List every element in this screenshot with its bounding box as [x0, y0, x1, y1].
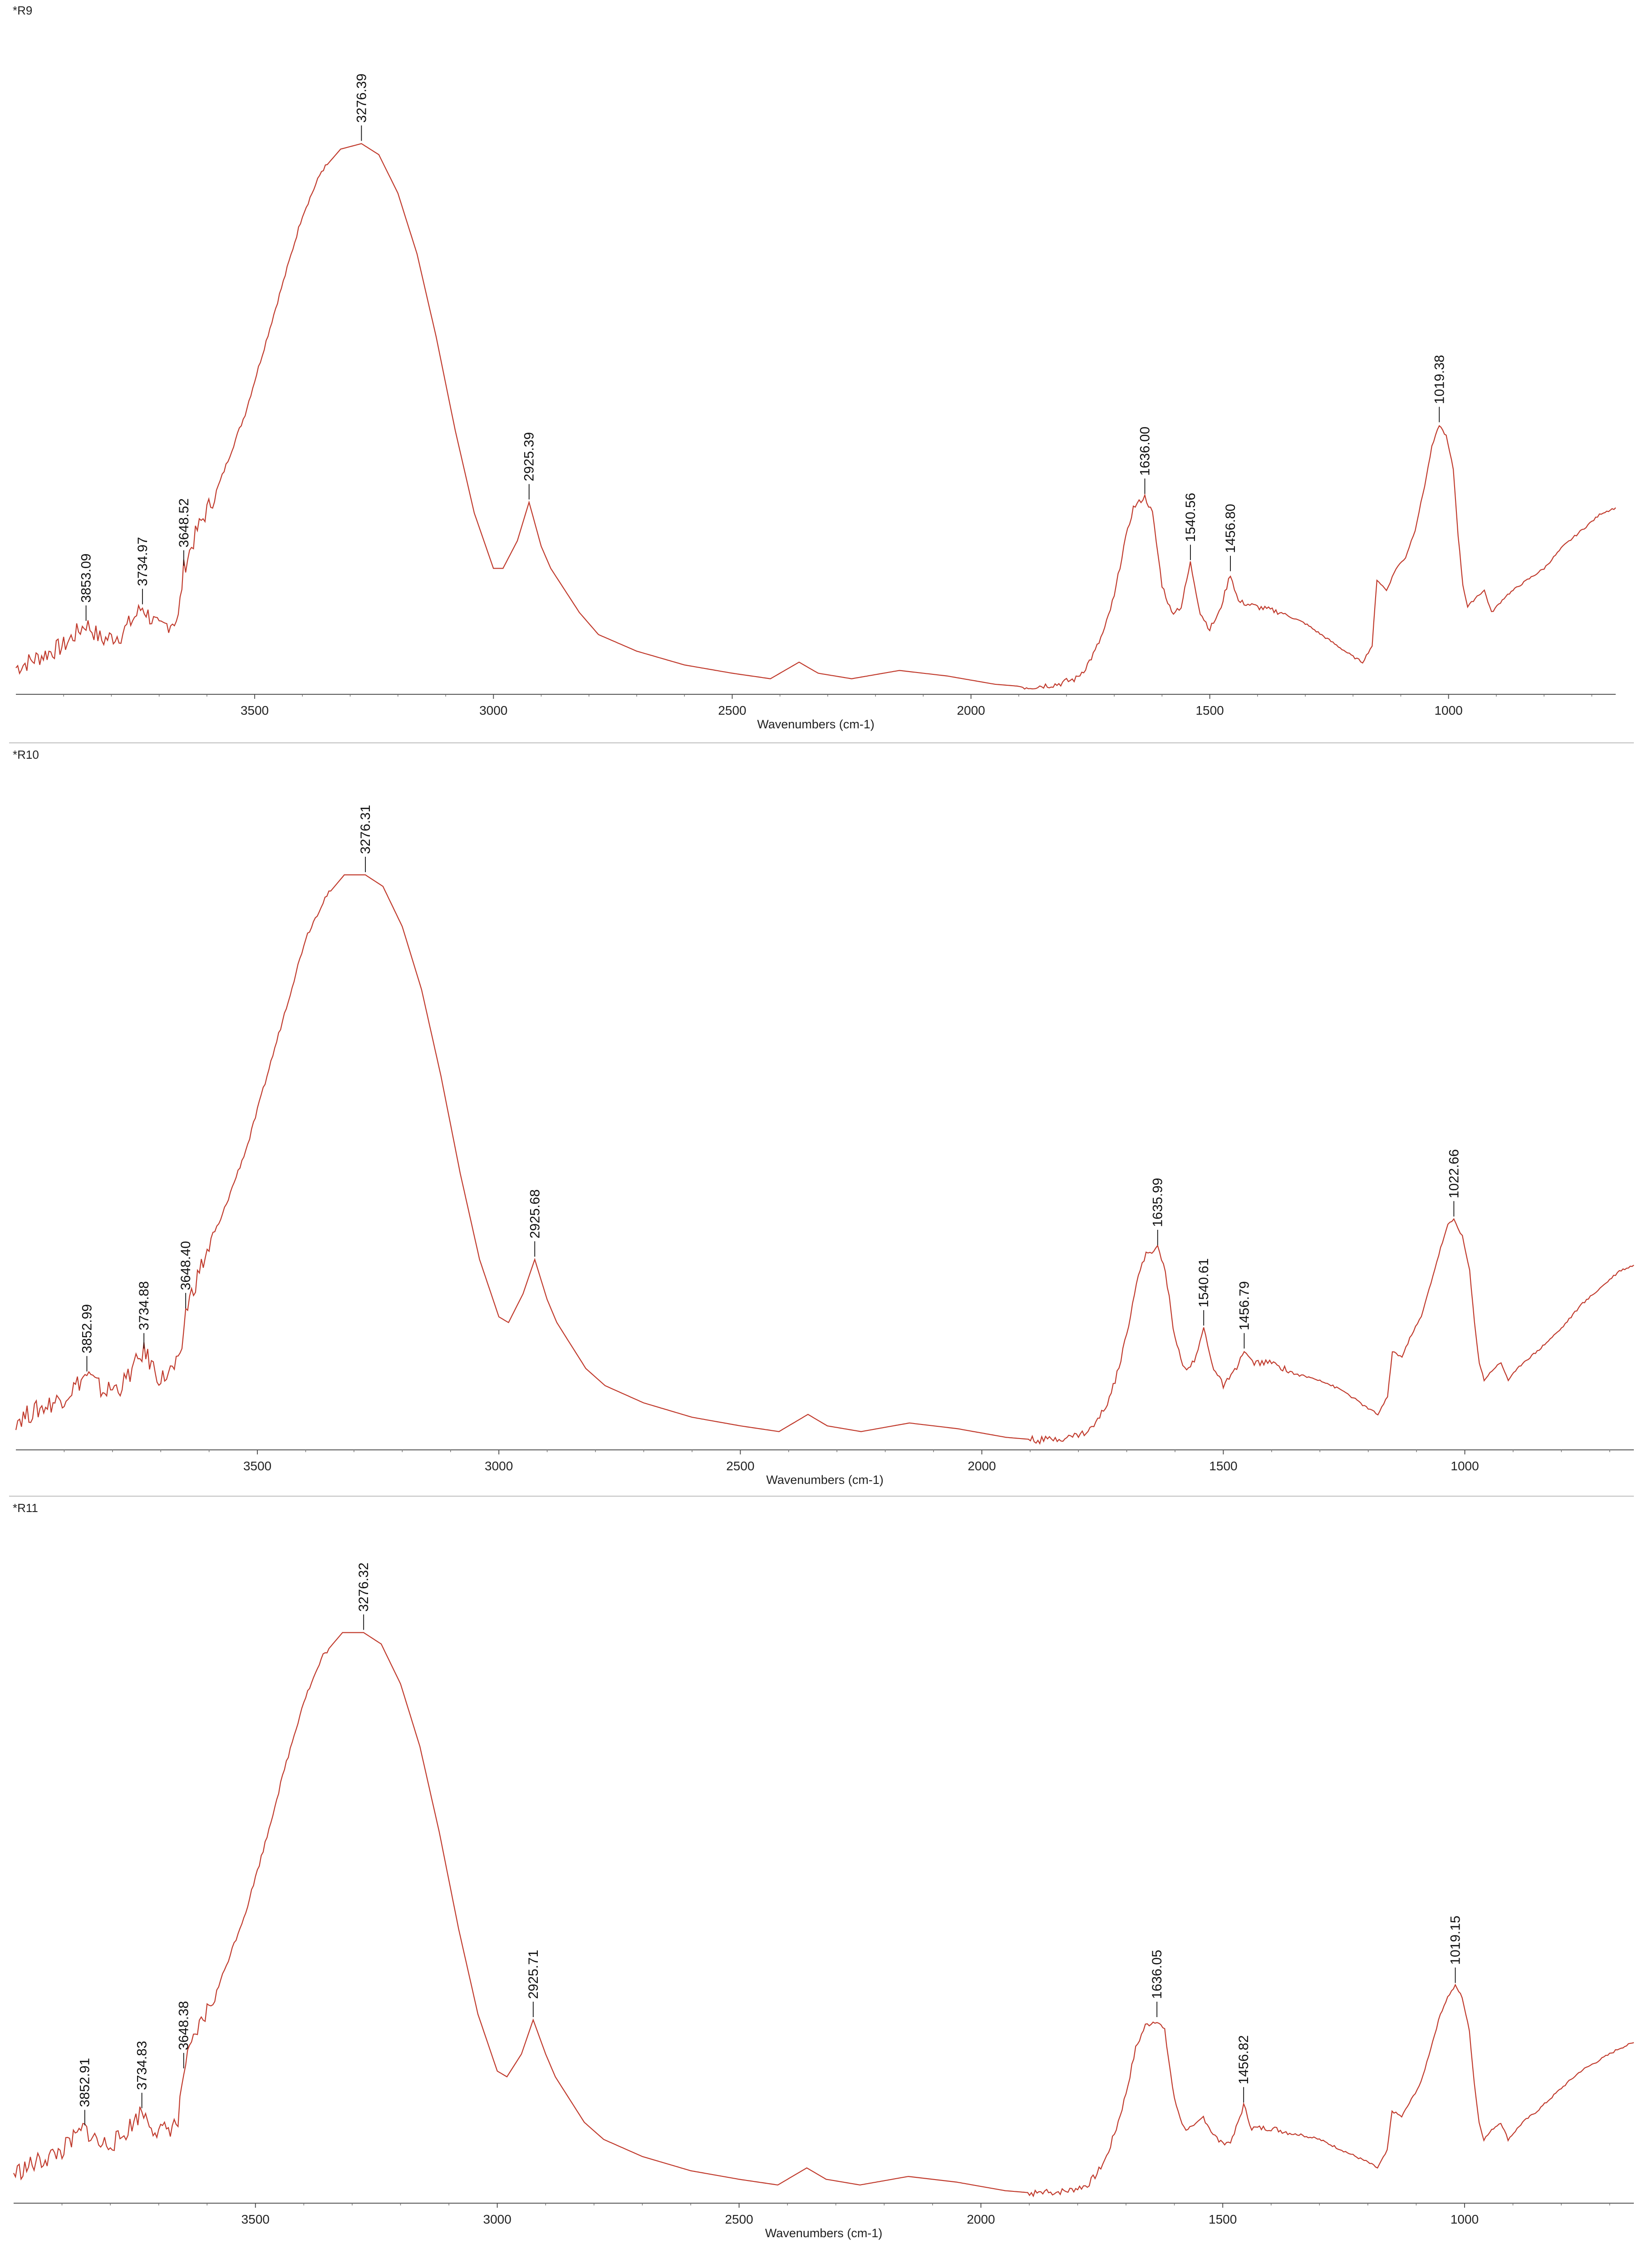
peak-label: 1456.80 — [1223, 504, 1238, 553]
x-tick-label: 1000 — [1450, 2212, 1479, 2226]
peak-annotation: 1019.15 — [1448, 1915, 1463, 1983]
peak-label: 3648.52 — [177, 498, 192, 547]
peak-label: 1456.82 — [1236, 2035, 1251, 2084]
panel-divider — [9, 1496, 1634, 1497]
x-tick-label: 3500 — [243, 1459, 271, 1473]
peak-annotation: 2925.71 — [526, 1950, 541, 2017]
peak-label: 2925.68 — [527, 1189, 542, 1238]
peak-annotation: 3276.32 — [356, 1562, 371, 1630]
spectrum-chart-r10: 3500 3000 2500 2000 1500 1000 Wavenumbers (cm-… — [15, 805, 1634, 1487]
peak-annotation: 3648.40 — [178, 1241, 193, 1309]
x-tick-label: 1500 — [1195, 703, 1224, 717]
peak-annotation: 3734.83 — [135, 2041, 150, 2108]
spectrum-panel-r10: *R10 3500 3000 2500 2000 1500 1000 Wavenumbers… — [0, 744, 1652, 1498]
x-tick-label: 3000 — [485, 1459, 513, 1473]
peak-label: 3852.99 — [79, 1304, 94, 1353]
peak-label: 1456.79 — [1237, 1281, 1252, 1330]
peak-annotation: 1019.38 — [1432, 355, 1447, 422]
peak-label: 1019.38 — [1432, 355, 1447, 404]
peak-label: 3276.32 — [356, 1562, 371, 1611]
peak-label: 3734.97 — [135, 537, 150, 586]
spectrum-panel-r11: *R11 3500 3000 2500 2000 1500 1000 Wavenumbers… — [0, 1498, 1652, 2254]
peak-annotation: 3276.39 — [354, 74, 369, 141]
peak-label: 1019.15 — [1448, 1915, 1463, 1964]
peak-annotation: 2925.39 — [522, 432, 537, 500]
x-axis-title: Wavenumbers (cm-1) — [757, 717, 875, 731]
panel-divider — [9, 742, 1634, 743]
peak-label: 3734.83 — [135, 2041, 150, 2090]
x-tick-label: 2500 — [718, 703, 746, 717]
x-tick-label: 1500 — [1209, 1459, 1237, 1473]
spectrum-line — [15, 874, 1634, 1445]
peak-label: 1635.99 — [1150, 1178, 1165, 1227]
peak-label: 1540.61 — [1196, 1258, 1211, 1307]
peak-annotation: 1540.61 — [1196, 1258, 1211, 1326]
peak-annotation: 1022.66 — [1446, 1149, 1461, 1217]
peak-annotation: 3648.52 — [177, 498, 192, 566]
peak-label: 2925.39 — [522, 432, 537, 481]
peak-annotation: 1636.00 — [1137, 427, 1152, 494]
peak-label: 3734.88 — [137, 1281, 152, 1330]
x-tick-label: 2500 — [725, 2212, 753, 2226]
peak-annotation: 1456.80 — [1223, 504, 1238, 571]
peak-annotation: 1456.79 — [1237, 1281, 1252, 1349]
peak-label: 3648.38 — [177, 2001, 192, 2050]
peak-label: 1540.56 — [1183, 493, 1198, 542]
peak-annotation: 1636.05 — [1150, 1950, 1165, 2017]
peak-annotation: 3853.09 — [79, 554, 94, 621]
peak-label: 3276.39 — [354, 74, 369, 123]
peak-annotation: 3734.88 — [137, 1281, 152, 1349]
peak-label: 1022.66 — [1446, 1149, 1461, 1198]
spectrum-chart-r11: 3500 3000 2500 2000 1500 1000 Wavenumbers (cm-… — [13, 1562, 1634, 2240]
panel-title: *R9 — [13, 4, 33, 17]
peak-label: 3648.40 — [178, 1241, 193, 1290]
x-axis-title: Wavenumbers (cm-1) — [765, 2226, 883, 2240]
x-tick-label: 2000 — [968, 1459, 996, 1473]
x-tick-label: 3500 — [241, 703, 269, 717]
x-tick-label: 2000 — [957, 703, 985, 717]
peak-label: 2925.71 — [526, 1950, 541, 1999]
peak-label: 1636.00 — [1137, 427, 1152, 476]
peak-annotation: 1540.56 — [1183, 493, 1198, 560]
panel-title: *R10 — [13, 748, 39, 761]
peak-label: 3276.31 — [358, 805, 373, 854]
peak-label: 3853.09 — [79, 554, 94, 603]
peak-annotation: 3734.97 — [135, 537, 150, 604]
x-tick-label: 2000 — [967, 2212, 995, 2226]
x-tick-label: 2500 — [726, 1459, 754, 1473]
peak-annotation: 2925.68 — [527, 1189, 542, 1257]
spectrum-line — [13, 1632, 1634, 2198]
peak-label: 1636.05 — [1150, 1950, 1165, 1999]
x-tick-label: 1000 — [1450, 1459, 1479, 1473]
peak-annotation: 3648.38 — [177, 2001, 192, 2068]
x-axis-title: Wavenumbers (cm-1) — [766, 1473, 884, 1487]
x-tick-label: 1000 — [1435, 703, 1463, 717]
panel-title: *R11 — [13, 1501, 38, 1515]
spectrum-panel-r9: *R9 3500 3000 2500 2000 1500 1000 Wavenumbers … — [0, 0, 1652, 744]
x-tick-label: 3500 — [241, 2212, 270, 2226]
peak-annotation: 1635.99 — [1150, 1178, 1165, 1245]
peak-annotation: 3852.91 — [78, 2058, 93, 2126]
peak-annotation: 3852.99 — [79, 1304, 94, 1372]
peak-annotation: 3276.31 — [358, 805, 373, 872]
peak-label: 3852.91 — [78, 2058, 93, 2107]
x-tick-label: 3000 — [483, 2212, 511, 2226]
peak-annotation: 1456.82 — [1236, 2035, 1251, 2103]
spectrum-line — [15, 143, 1616, 690]
spectrum-chart-r9: 3500 3000 2500 2000 1500 1000 Wavenumbers (cm-… — [15, 74, 1616, 731]
x-tick-label: 1500 — [1209, 2212, 1237, 2226]
x-tick-label: 3000 — [479, 703, 507, 717]
